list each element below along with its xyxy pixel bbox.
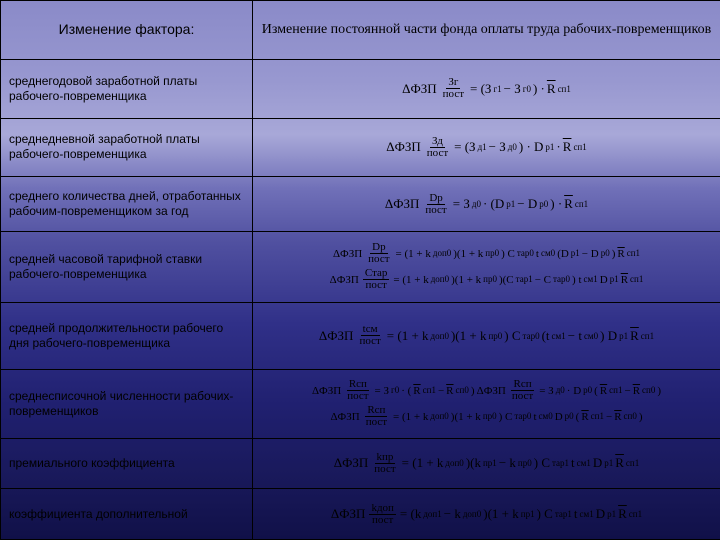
- formula: ΔФЗПDрпост = (1 + kдоп0)(1 + kпр0) Стар0…: [333, 242, 640, 265]
- factor-label: средней продолжительности рабочего дня р…: [1, 302, 253, 369]
- header-right: Изменение постоянной части фонда оплаты …: [253, 1, 720, 60]
- formula: ΔФЗПkпрпост = (1 + kдоп0)(kпр1 − kпр0) С…: [334, 452, 639, 475]
- formula-cell: ΔФЗПkпрпост = (1 + kдоп0)(kпр1 − kпр0) С…: [253, 438, 720, 489]
- formula: ΔФЗПtсмпост = (1 + kдоп0)(1 + kпр0) Стар…: [319, 324, 654, 347]
- factor-label: среднедневной заработной платы рабочего-…: [1, 118, 253, 177]
- formula-cell: ΔФЗПDрпост = (1 + kдоп0)(1 + kпр0) Стар0…: [253, 231, 720, 302]
- factor-label: среднегодовой заработной платы рабочего-…: [1, 59, 253, 118]
- header-row: Изменение фактора: Изменение постоянной …: [1, 1, 720, 60]
- factor-label: среднего количества дней, отработанных р…: [1, 177, 253, 232]
- table-row: средней часовой тарифной ставки рабочего…: [1, 231, 720, 302]
- table-row: премиального коэффициента ΔФЗПkпрпост = (…: [1, 438, 720, 489]
- table-row: среднедневной заработной платы рабочего-…: [1, 118, 720, 177]
- formula-cell: ΔФЗПRсппост = Зг0 · (Rсп1 − Rсп0) ΔФЗПRс…: [253, 369, 720, 438]
- factor-label: премиального коэффициента: [1, 438, 253, 489]
- formula-cell: ΔФЗПkдоппост = (kдоп1 − kдоп0)(1 + kпр1)…: [253, 489, 720, 540]
- formula: ΔФЗПЗгпост = (Зг1 − Зг0) · Rсп1: [402, 77, 571, 100]
- formula: ΔФЗПСтарпост = (1 + kдоп0)(1 + kпр0)(Ста…: [330, 268, 644, 291]
- formula-cell: ΔФЗПtсмпост = (1 + kдоп0)(1 + kпр0) Стар…: [253, 302, 720, 369]
- table-row: средней продолжительности рабочего дня р…: [1, 302, 720, 369]
- table-row: среднегодовой заработной платы рабочего-…: [1, 59, 720, 118]
- table-row: среднего количества дней, отработанных р…: [1, 177, 720, 232]
- factor-label: коэффициента дополнительной: [1, 489, 253, 540]
- formula: ΔФЗПЗдпост = (Зд1 − Зд0) · Dр1 · Rсп1: [386, 136, 587, 159]
- factor-label: среднесписочной численности рабочих-повр…: [1, 369, 253, 438]
- table-row: коэффициента дополнительной ΔФЗПkдоппост …: [1, 489, 720, 540]
- formula-cell: ΔФЗПЗгпост = (Зг1 − Зг0) · Rсп1: [253, 59, 720, 118]
- formula-cell: ΔФЗПЗдпост = (Зд1 − Зд0) · Dр1 · Rсп1: [253, 118, 720, 177]
- formula: ΔФЗПRсппост = Зг0 · (Rсп1 − Rсп0) ΔФЗПRс…: [312, 379, 661, 402]
- header-left: Изменение фактора:: [1, 1, 253, 60]
- formula-cell: ΔФЗПDрпост = Зд0 · (Dр1 − Dр0) · Rсп1: [253, 177, 720, 232]
- formula: ΔФЗПkдоппост = (kдоп1 − kдоп0)(1 + kпр1)…: [331, 503, 642, 526]
- formula: ΔФЗПDрпост = Зд0 · (Dр1 − Dр0) · Rсп1: [385, 193, 588, 216]
- factor-change-table: Изменение фактора: Изменение постоянной …: [0, 0, 720, 540]
- formula: ΔФЗПRсппост = (1 + kдоп0)(1 + kпр0) Стар…: [330, 405, 642, 428]
- factor-label: средней часовой тарифной ставки рабочего…: [1, 231, 253, 302]
- table-row: среднесписочной численности рабочих-повр…: [1, 369, 720, 438]
